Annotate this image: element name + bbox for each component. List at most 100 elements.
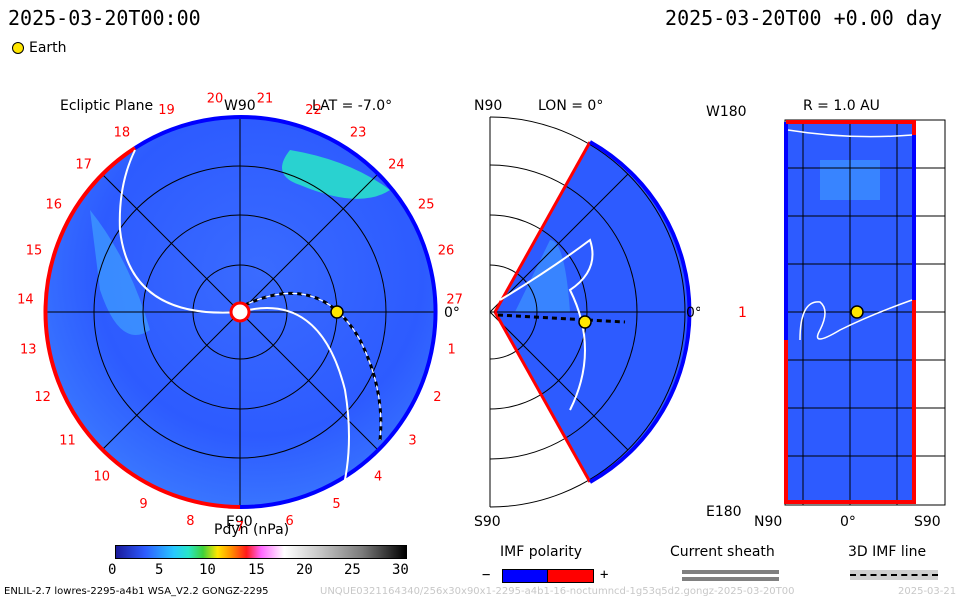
n90-label: N90 [474, 98, 502, 114]
meridional-diag-2 [489, 311, 629, 451]
sector-number: 18 [114, 125, 131, 140]
sector-number: 14 [17, 293, 34, 308]
e180-label: E180 [706, 504, 742, 520]
colorbar-tick: 30 [392, 562, 409, 578]
sector-number: 4 [374, 470, 382, 485]
w90-label: W90 [224, 98, 256, 114]
sphere-edge-red-top [786, 120, 916, 135]
meridional-diag-1 [489, 173, 629, 313]
meridional-edge-blue [589, 140, 692, 484]
colorbar-tick: 10 [199, 562, 216, 578]
sector-number: 16 [46, 198, 63, 213]
sector-number: 9 [139, 497, 147, 512]
sphere-n90-label: N90 [754, 514, 782, 530]
colorbar-tick: 25 [344, 562, 361, 578]
colorbar-tick: 0 [108, 562, 117, 578]
current-sheath-title: Current sheath [670, 544, 775, 560]
sector-number: 10 [94, 470, 111, 485]
left-timestamp: 2025-03-20T00:00 [8, 6, 201, 30]
legend-earth: Earth [12, 40, 67, 56]
sector-number: 7 [236, 520, 244, 535]
colorbar-ticks: 0 5 10 15 20 25 30 [108, 562, 412, 580]
colorbar-title: Pdyn (nPa) [214, 522, 290, 538]
colorbar-tick: 20 [296, 562, 313, 578]
ecliptic-panel: Ecliptic Plane W90 LAT = -7.0° E90 0° 12… [17, 92, 463, 536]
light-stream [90, 210, 150, 335]
sector-number: 2 [433, 390, 441, 405]
meridional-panel: N90 LON = 0° S90 0° [474, 98, 700, 530]
legend-label: Earth [29, 40, 67, 56]
sector-number: 26 [438, 243, 455, 258]
footer-far-right: 2025-03-21 [898, 586, 957, 597]
imf-plus-label: + [600, 567, 609, 583]
sphere-zero-label: 0° [840, 514, 856, 530]
sector-number: 20 [207, 92, 224, 107]
imf-line-swatch [850, 574, 938, 576]
sector-number: 19 [158, 103, 175, 118]
imf-polarity-title: IMF polarity [500, 544, 583, 560]
earth-legend-icon [12, 42, 24, 54]
imf-line [244, 291, 383, 441]
current-sheath-swatch-2 [682, 577, 779, 581]
s90-label: S90 [474, 514, 501, 530]
imf-line-white [244, 292, 382, 441]
sun-marker [229, 301, 251, 323]
sphere-sheath-top [787, 129, 913, 138]
imf-negative-swatch [502, 569, 549, 583]
sphere-sheath-mid [799, 299, 913, 341]
footer-right: UNQUE0321164340/256x30x90x1-2295-a4b1-16… [320, 586, 795, 597]
colorbar-tick: 5 [155, 562, 164, 578]
imf-positive-swatch [547, 569, 594, 583]
e90-label: E90 [226, 514, 253, 530]
sector-number: 22 [305, 103, 322, 118]
earth-marker [330, 305, 344, 319]
sphere-panel: R = 1.0 AU W180 1 E180 N90 0° S90 [706, 98, 946, 530]
sector-number: 11 [59, 433, 76, 448]
sector-number: 25 [418, 198, 435, 213]
meridional-imf-line [497, 313, 626, 324]
sector-number: 8 [186, 514, 194, 529]
current-sheath-line-2 [239, 307, 350, 501]
high-speed-stream [282, 150, 390, 199]
sphere-earth-marker [850, 305, 864, 319]
meridional-earth-marker [578, 315, 592, 329]
imf-line-title: 3D IMF line [848, 544, 927, 560]
sphere-s90-label: S90 [914, 514, 941, 530]
sphere-title: R = 1.0 AU [803, 98, 880, 114]
w180-label: W180 [706, 104, 747, 120]
sector-number: 3 [408, 433, 416, 448]
mid-left-label: 1 [738, 305, 747, 321]
sector-number: 6 [285, 514, 293, 529]
ecliptic-title: Ecliptic Plane [60, 98, 153, 114]
imf-minus-label: − [482, 567, 491, 583]
meridional-edge-red-bottom [493, 311, 592, 483]
right-timestamp: 2025-03-20T00 +0.00 day [665, 6, 942, 30]
meridional-stream [515, 240, 570, 312]
colorbar [115, 545, 407, 559]
current-sheath-swatch-1 [682, 570, 779, 574]
meridional-edge-red-top [493, 141, 592, 313]
sector-number: 12 [34, 390, 51, 405]
lat-label: LAT = -7.0° [312, 98, 392, 114]
current-sheath-line [118, 149, 241, 314]
sphere-grid [785, 120, 945, 505]
sector-number: 5 [332, 497, 340, 512]
sector-number: 13 [20, 342, 37, 357]
zero-deg-label: 0° [444, 305, 460, 321]
sector-number: 17 [75, 158, 92, 173]
sector-number: 27 [446, 293, 463, 308]
sector-number: 15 [26, 243, 43, 258]
meridional-zero-label: 0° [686, 305, 700, 321]
footer-left: ENLIL-2.7 lowres-2295-a4b1 WSA_V2.2 GONG… [4, 586, 269, 597]
sector-number: 24 [388, 158, 405, 173]
sector-number: 1 [448, 342, 456, 357]
sphere-edge-red [784, 300, 916, 504]
colorbar-tick: 15 [248, 562, 265, 578]
meridional-sheath [499, 238, 594, 411]
sector-number: 21 [257, 92, 274, 107]
boundary-red [43, 146, 241, 509]
lon-label: LON = 0° [538, 98, 603, 114]
boundary-blue [133, 115, 438, 510]
sector-number: 23 [350, 125, 367, 140]
